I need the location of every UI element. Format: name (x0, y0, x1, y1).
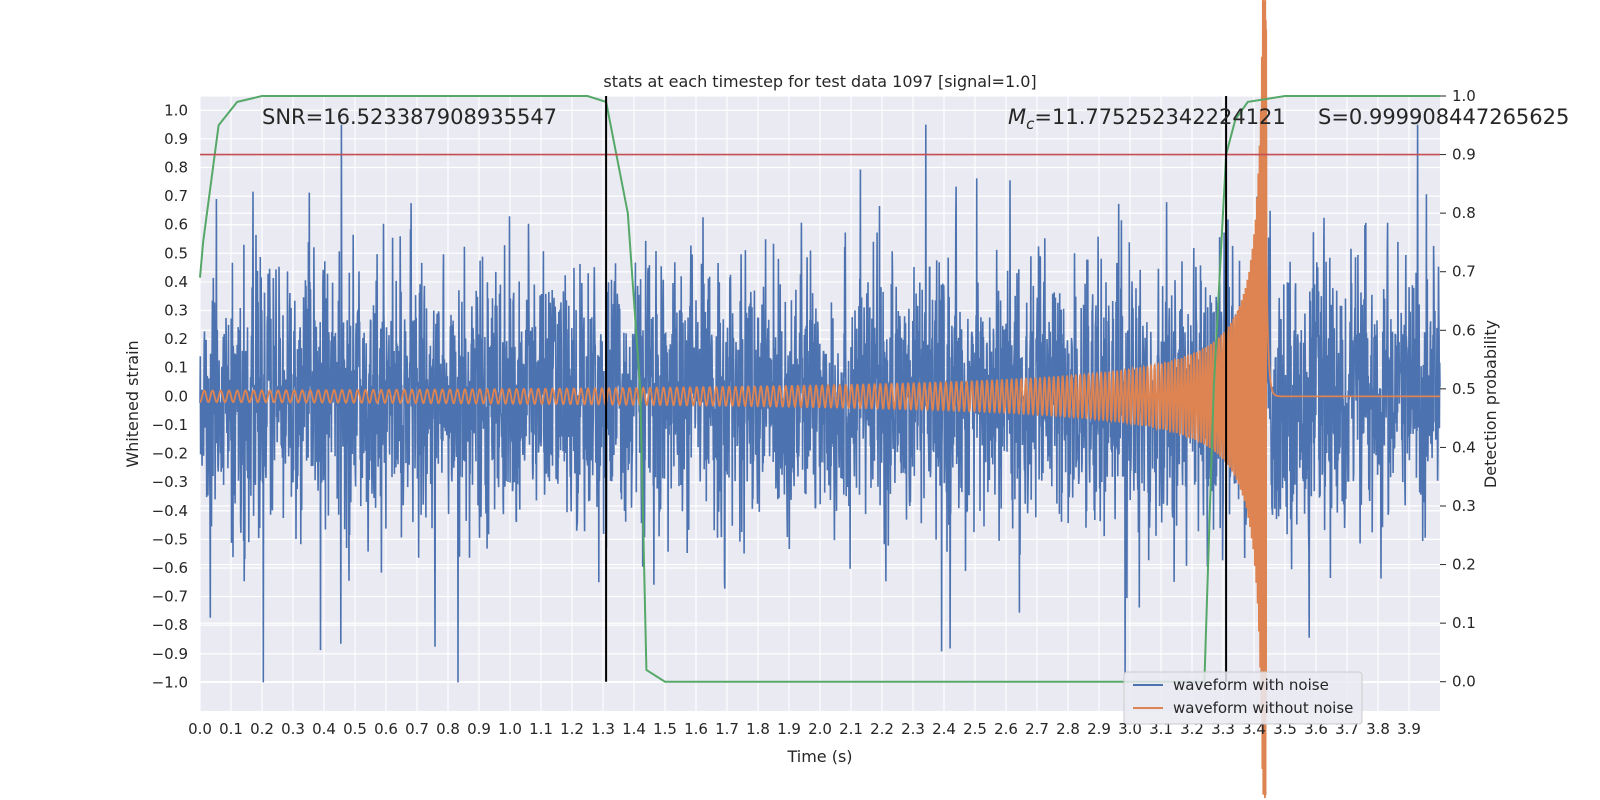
x-tick-label: 0.9 (467, 720, 491, 738)
series-waveform-without-noise (199, 0, 1440, 799)
overlays (200, 96, 1440, 682)
y-tick-label-right: 0.9 (1452, 146, 1476, 164)
snr-annotation: SNR=16.523387908935547 (262, 105, 557, 129)
legend-label-noise: waveform with noise (1173, 676, 1329, 694)
x-tick-label: 2.9 (1087, 720, 1111, 738)
x-tick-label: 2.0 (808, 720, 832, 738)
y-tick-label-left: −0.8 (152, 616, 188, 634)
x-tick-label: 0.3 (281, 720, 305, 738)
y-tick-label-left: −0.7 (152, 588, 188, 606)
s-annotation: S=0.999908447265625 (1318, 105, 1569, 129)
y-tick-label-right: 0.8 (1452, 204, 1476, 222)
x-tick-label: 1.4 (622, 720, 646, 738)
y-tick-label-left: −0.5 (152, 530, 188, 548)
y-tick-label-left: −0.6 (152, 559, 188, 577)
y-tick-label-left: −0.1 (152, 416, 188, 434)
x-tick-label: 1.2 (560, 720, 584, 738)
x-tick-label: 2.3 (901, 720, 925, 738)
y-tick-label-left: −0.2 (152, 445, 188, 463)
y-tick-label-left: 0.8 (164, 159, 188, 177)
y-tick-label-left: 0.5 (164, 244, 188, 262)
x-tick-label: 2.6 (994, 720, 1018, 738)
x-tick-label: 2.8 (1056, 720, 1080, 738)
y-tick-label-left: 0.9 (164, 130, 188, 148)
y-tick-label-right: 0.7 (1452, 263, 1476, 281)
y-tick-label-left: 0.0 (164, 387, 188, 405)
y-tick-label-right: 0.3 (1452, 497, 1476, 515)
x-tick-label: 2.7 (1025, 720, 1049, 738)
x-tick-label: 3.9 (1397, 720, 1421, 738)
x-tick-label: 2.2 (870, 720, 894, 738)
x-tick-label: 1.5 (653, 720, 677, 738)
line-detection-probability (199, 95, 1440, 683)
x-tick-label: 2.1 (839, 720, 863, 738)
x-tick-label: 1.8 (746, 720, 770, 738)
x-tick-label: 0.5 (343, 720, 367, 738)
x-tick-label: 1.7 (715, 720, 739, 738)
mc-annotation: Mc=11.775252342224121 (1008, 105, 1286, 133)
x-tick-label: 1.9 (777, 720, 801, 738)
x-axis-label: Time (s) (786, 747, 852, 766)
x-tick-label: 0.4 (312, 720, 336, 738)
mc-subscript: c (1026, 115, 1035, 133)
y-tick-label-left: −0.3 (152, 473, 188, 491)
y-tick-label-right: 0.2 (1452, 556, 1476, 574)
y-tick-label-left: 0.7 (164, 187, 188, 205)
y-tick-label-left: 0.6 (164, 216, 188, 234)
y-tick-label-left: 0.2 (164, 330, 188, 348)
y-tick-label-left: −1.0 (152, 673, 188, 691)
line-waveform-without-noise (199, 0, 1440, 799)
y-tick-label-left: 0.3 (164, 302, 188, 320)
y-tick-label-left: 0.4 (164, 273, 188, 291)
y-axis-label-left: Whitened strain (123, 340, 142, 467)
mc-symbol: M (1008, 105, 1026, 129)
legend-label-clean: waveform without noise (1173, 699, 1353, 717)
x-tick-label: 1.0 (498, 720, 522, 738)
y-tick-label-right: 0.6 (1452, 321, 1476, 339)
x-tick-label: 1.1 (529, 720, 553, 738)
y-axis-label-right: Detection probability (1481, 320, 1500, 488)
x-tick-label: 1.6 (684, 720, 708, 738)
y-tick-label-right: 0.0 (1452, 673, 1476, 691)
chart-title: stats at each timestep for test data 109… (603, 72, 1036, 91)
y-tick-label-right: 1.0 (1452, 87, 1476, 105)
x-tick-label: 2.5 (963, 720, 987, 738)
x-tick-label: 0.2 (250, 720, 274, 738)
x-tick-label: 0.7 (405, 720, 429, 738)
mc-value: =11.775252342224121 (1034, 105, 1285, 129)
y-tick-label-left: −0.9 (152, 645, 188, 663)
x-tick-label: 3.8 (1366, 720, 1390, 738)
y-tick-label-left: 0.1 (164, 359, 188, 377)
x-tick-label: 0.1 (219, 720, 243, 738)
y-tick-label-right: 0.4 (1452, 438, 1476, 456)
x-tick-label: 0.6 (374, 720, 398, 738)
x-tick-label: 1.3 (591, 720, 615, 738)
y-tick-label-left: −0.4 (152, 502, 188, 520)
y-tick-label-right: 0.1 (1452, 614, 1476, 632)
x-tick-label: 0.0 (188, 720, 212, 738)
series-detection-probability (199, 95, 1440, 683)
legend: waveform with noise waveform without noi… (1123, 671, 1363, 725)
y-tick-label-right: 0.5 (1452, 380, 1476, 398)
legend-box (1123, 671, 1363, 725)
y-tick-label-left: 1.0 (164, 101, 188, 119)
x-tick-label: 0.8 (436, 720, 460, 738)
x-tick-label: 2.4 (932, 720, 956, 738)
